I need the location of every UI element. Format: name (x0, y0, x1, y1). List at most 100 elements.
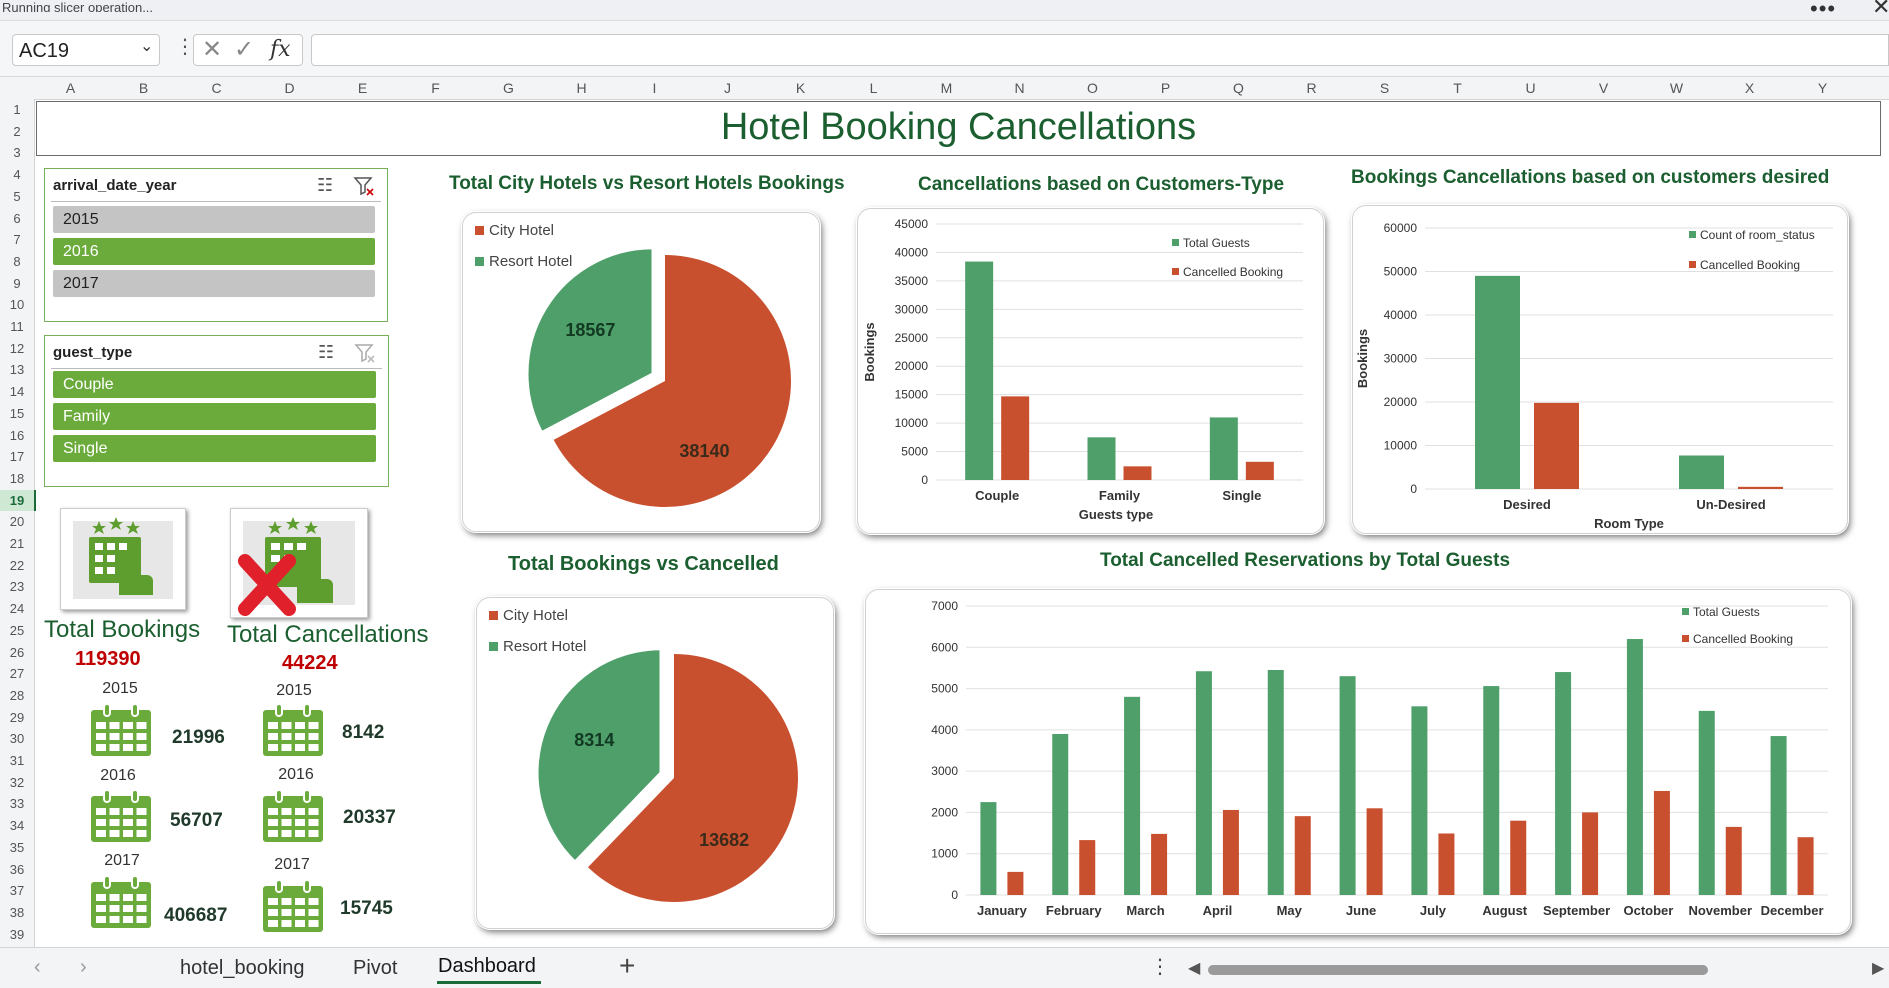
name-box[interactable]: AC19 (12, 34, 160, 66)
row-header[interactable]: 28 (9, 687, 25, 703)
chart-card-bar-month[interactable]: 0 1000 2000 3000 4000 5000 6000 7000 January Febr… (865, 589, 1851, 934)
row-header[interactable]: 34 (9, 818, 25, 834)
row-header[interactable]: 22 (9, 557, 25, 573)
confirm-icon[interactable]: ✓ (234, 36, 255, 63)
chart-card-bar-room[interactable]: 0 10000 20000 30000 40000 50000 60000 Desired Un… (1352, 205, 1848, 534)
row-header[interactable]: 24 (9, 601, 25, 617)
chevron-right-icon[interactable]: › (80, 956, 87, 978)
filter-icon[interactable] (354, 342, 376, 369)
row-header[interactable]: 14 (9, 384, 25, 400)
chart-card-bar-guest[interactable]: 0 5000 10000 15000 20000 25000 30000 35000 40000… (857, 208, 1324, 534)
row-header[interactable]: 7 (13, 232, 21, 248)
scroll-right-icon[interactable]: ▶ (1872, 960, 1885, 977)
column-header[interactable]: J (724, 80, 731, 96)
sheet-options-icon[interactable]: ⋮ (1150, 956, 1170, 978)
row-header[interactable]: 20 (9, 514, 25, 530)
row-header[interactable]: 38 (9, 904, 25, 920)
column-header[interactable]: Q (1233, 80, 1244, 96)
row-header[interactable]: 31 (9, 753, 25, 768)
row-header[interactable]: 26 (9, 644, 25, 660)
row-header[interactable]: 10 (9, 297, 25, 313)
column-header[interactable]: C (211, 80, 222, 96)
row-header[interactable]: 37 (9, 883, 25, 899)
clear-filter-icon[interactable] (353, 175, 375, 202)
scroll-left-icon[interactable]: ◀ (1188, 960, 1201, 977)
column-header[interactable]: L (869, 80, 878, 96)
horizontal-scrollbar[interactable] (1208, 965, 1708, 975)
slicer-item-2017[interactable]: 2017 (53, 270, 375, 297)
chart-card-pie1[interactable]: City Hotel Resort Hotel 38140 18567 (462, 212, 820, 532)
column-header[interactable]: I (652, 80, 657, 96)
column-header[interactable]: X (1744, 80, 1755, 96)
row-header[interactable]: 25 (9, 622, 25, 638)
row-header[interactable]: 6 (13, 210, 21, 226)
row-header[interactable]: 36 (9, 861, 25, 877)
slicer-item-single[interactable]: Single (53, 435, 376, 462)
row-header[interactable]: 32 (9, 774, 25, 790)
row-header[interactable]: 27 (9, 666, 25, 682)
tab-hotel-booking[interactable]: hotel_booking (180, 957, 305, 979)
row-header[interactable]: 13 (9, 362, 25, 378)
column-header[interactable]: O (1087, 80, 1098, 96)
row-header[interactable]: 16 (9, 427, 25, 443)
formula-bar-options-icon[interactable]: ⋮ (175, 36, 195, 58)
row-header[interactable]: 5 (13, 188, 21, 204)
row-header[interactable]: 1 (13, 102, 21, 117)
column-header[interactable]: K (795, 80, 806, 96)
row-header[interactable]: 18 (9, 470, 25, 486)
column-header[interactable]: P (1160, 80, 1171, 96)
tab-pivot[interactable]: Pivot (353, 957, 398, 979)
column-header[interactable]: G (503, 80, 514, 96)
column-header[interactable]: N (1014, 80, 1025, 96)
slicer-item-2016[interactable]: 2016 (53, 238, 375, 265)
row-header[interactable]: 2 (13, 123, 21, 139)
column-header[interactable]: W (1669, 80, 1684, 96)
insert-function-icon[interactable]: fx (270, 37, 291, 62)
multi-select-icon[interactable]: ☷ (318, 342, 335, 362)
column-header[interactable]: R (1306, 80, 1317, 96)
row-header[interactable]: 4 (13, 167, 21, 183)
tab-dashboard[interactable]: Dashboard (438, 955, 536, 977)
row-header[interactable]: 19 (0, 489, 36, 512)
column-header[interactable]: A (65, 80, 76, 96)
column-header[interactable]: Y (1817, 80, 1828, 96)
row-header[interactable]: 29 (9, 709, 25, 725)
column-header[interactable]: U (1525, 80, 1536, 96)
column-header[interactable]: D (284, 80, 295, 96)
row-header[interactable]: 21 (9, 536, 25, 551)
row-header[interactable]: 9 (13, 275, 21, 291)
row-header[interactable]: 12 (9, 340, 25, 356)
slicer-item-couple[interactable]: Couple (53, 371, 376, 398)
add-sheet-icon[interactable]: + (619, 950, 636, 981)
column-header[interactable]: F (431, 80, 440, 96)
row-header[interactable]: 33 (9, 796, 25, 812)
column-header[interactable]: T (1453, 80, 1462, 96)
row-header[interactable]: 35 (9, 839, 25, 855)
chart-card-pie2[interactable]: City Hotel Resort Hotel 13682 8314 (476, 597, 834, 929)
column-header[interactable]: V (1598, 80, 1609, 96)
column-header[interactable]: B (138, 80, 149, 96)
close-icon[interactable]: ✕ (1872, 0, 1889, 19)
row-header[interactable]: 17 (9, 449, 25, 465)
row-header[interactable]: 11 (10, 319, 24, 334)
slicer-item-family[interactable]: Family (53, 403, 376, 430)
slicer-item-2015[interactable]: 2015 (53, 206, 375, 233)
row-header[interactable]: 8 (13, 253, 21, 269)
multi-select-icon[interactable]: ☷ (317, 175, 334, 195)
slicer-arrival-date-year[interactable]: arrival_date_year ☷ 2015 2016 2017 (44, 168, 388, 322)
more-options-icon[interactable]: ••• (1810, 0, 1837, 21)
row-header[interactable]: 39 (9, 926, 25, 942)
column-header[interactable]: H (576, 80, 587, 96)
slicer-guest-type[interactable]: guest_type ☷ Couple Family Single (44, 335, 389, 487)
cancel-icon[interactable]: ✕ (202, 36, 223, 63)
column-header[interactable]: E (357, 80, 368, 96)
formula-input[interactable] (311, 34, 1889, 66)
column-header[interactable]: M (940, 80, 953, 96)
row-header[interactable]: 15 (9, 405, 25, 421)
row-header[interactable]: 23 (9, 579, 25, 595)
row-header[interactable]: 3 (13, 145, 21, 161)
row-header[interactable]: 30 (9, 731, 25, 747)
column-header[interactable]: S (1379, 80, 1390, 96)
chevron-left-icon[interactable]: ‹ (34, 956, 41, 978)
chevron-down-icon[interactable]: ⌄ (140, 38, 154, 55)
